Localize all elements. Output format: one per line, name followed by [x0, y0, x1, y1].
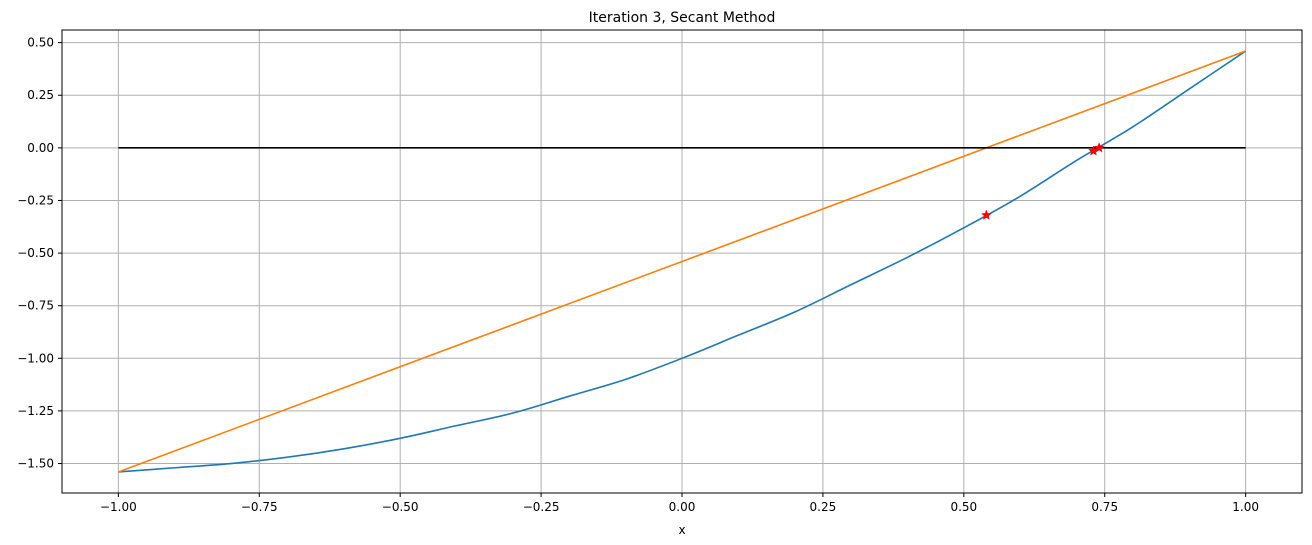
x-tick-label: 0.00	[669, 500, 696, 514]
grid	[62, 30, 1302, 493]
iterate-star-marker	[980, 209, 992, 220]
x-tick-label: −0.25	[523, 500, 560, 514]
y-tick-label: −1.50	[17, 457, 54, 471]
x-tick-label: 0.50	[950, 500, 977, 514]
series-line-0	[118, 50, 1247, 473]
x-tick-label: 0.75	[1091, 500, 1118, 514]
series-line-1	[118, 50, 1246, 473]
x-tick-label: −1.00	[100, 500, 137, 514]
y-tick-label: 0.25	[27, 88, 54, 102]
y-tick-label: 0.00	[27, 141, 54, 155]
chart-title: Iteration 3, Secant Method	[589, 10, 776, 26]
y-tick-label: −0.75	[17, 299, 54, 313]
y-tick-label: −0.50	[17, 246, 54, 260]
y-axis-ticks: −1.50 −1.25 −1.00 −0.75 −0.50 −0.25 0.00 0.25 0.…	[17, 36, 62, 471]
iterate-star-marker	[1093, 142, 1105, 153]
y-tick-label: −1.25	[17, 404, 54, 418]
y-tick-label: −1.00	[17, 351, 54, 365]
x-axis-label: x	[678, 523, 685, 537]
x-axis-ticks: −1.00 −0.75 −0.50 −0.25 0.00 0.25 0.50 0.75 1.00	[100, 493, 1259, 514]
x-tick-label: −0.50	[382, 500, 419, 514]
series-layer	[118, 50, 1247, 473]
y-tick-label: −0.25	[17, 193, 54, 207]
x-tick-label: −0.75	[241, 500, 278, 514]
x-tick-label: 0.25	[810, 500, 837, 514]
x-tick-label: 1.00	[1232, 500, 1259, 514]
y-tick-label: 0.50	[27, 36, 54, 50]
plot-frame	[61, 29, 1303, 494]
